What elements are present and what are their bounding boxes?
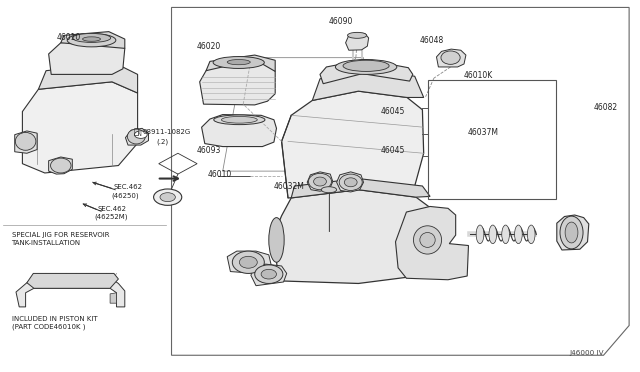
Ellipse shape xyxy=(348,32,367,38)
Text: (46252M): (46252M) xyxy=(95,214,128,221)
Polygon shape xyxy=(202,115,276,147)
Polygon shape xyxy=(346,33,369,50)
Polygon shape xyxy=(337,172,364,192)
Polygon shape xyxy=(227,251,272,274)
Polygon shape xyxy=(22,82,138,173)
Polygon shape xyxy=(49,157,72,174)
Ellipse shape xyxy=(67,33,116,47)
Ellipse shape xyxy=(160,193,175,202)
Text: 46048: 46048 xyxy=(419,36,444,45)
Polygon shape xyxy=(200,60,275,105)
Text: 08911-1082G: 08911-1082G xyxy=(142,129,190,135)
Text: SEC.462: SEC.462 xyxy=(98,206,127,212)
Polygon shape xyxy=(557,215,589,250)
Polygon shape xyxy=(291,179,430,198)
Ellipse shape xyxy=(527,225,535,244)
Ellipse shape xyxy=(339,174,362,190)
Polygon shape xyxy=(320,60,413,84)
Text: SPECIAL JIG FOR RESERVOIR: SPECIAL JIG FOR RESERVOIR xyxy=(12,232,109,238)
Ellipse shape xyxy=(51,158,71,173)
Text: 46045: 46045 xyxy=(381,107,405,116)
Polygon shape xyxy=(436,49,466,67)
Ellipse shape xyxy=(560,216,583,249)
Polygon shape xyxy=(206,55,275,71)
Ellipse shape xyxy=(83,37,100,41)
Ellipse shape xyxy=(515,225,522,244)
Polygon shape xyxy=(282,91,424,198)
Ellipse shape xyxy=(420,232,435,247)
Bar xyxy=(428,80,556,199)
Ellipse shape xyxy=(489,225,497,244)
Ellipse shape xyxy=(227,60,250,65)
Text: 46082: 46082 xyxy=(594,103,618,112)
Polygon shape xyxy=(396,206,468,280)
Ellipse shape xyxy=(127,129,145,144)
Polygon shape xyxy=(61,32,125,48)
Text: J46000 IV: J46000 IV xyxy=(570,350,604,356)
Ellipse shape xyxy=(213,57,264,68)
Polygon shape xyxy=(125,128,148,145)
Text: Ⓝ: Ⓝ xyxy=(134,127,139,136)
Polygon shape xyxy=(38,63,138,93)
Text: (46250): (46250) xyxy=(111,192,139,199)
Text: SEC.462: SEC.462 xyxy=(114,184,143,190)
Text: (.2): (.2) xyxy=(156,138,168,145)
Ellipse shape xyxy=(72,33,111,42)
Ellipse shape xyxy=(344,178,357,187)
Ellipse shape xyxy=(343,60,389,71)
Text: 46037M: 46037M xyxy=(467,128,498,137)
Ellipse shape xyxy=(314,177,326,186)
Ellipse shape xyxy=(321,187,337,193)
Polygon shape xyxy=(110,293,116,303)
Text: 46090: 46090 xyxy=(328,17,353,26)
Ellipse shape xyxy=(335,60,397,74)
Text: 46032M: 46032M xyxy=(274,182,305,191)
Text: 46010: 46010 xyxy=(56,33,81,42)
Text: TANK-INSTALLATION: TANK-INSTALLATION xyxy=(12,240,81,246)
Text: 46010: 46010 xyxy=(208,170,232,179)
Ellipse shape xyxy=(134,131,147,138)
Ellipse shape xyxy=(154,189,182,205)
Ellipse shape xyxy=(214,115,265,125)
Text: (PART CODE46010K ): (PART CODE46010K ) xyxy=(12,323,85,330)
Polygon shape xyxy=(312,67,424,100)
Ellipse shape xyxy=(239,256,257,268)
Ellipse shape xyxy=(502,225,509,244)
Text: 46010K: 46010K xyxy=(464,71,493,80)
Ellipse shape xyxy=(261,269,276,279)
Ellipse shape xyxy=(476,225,484,244)
Ellipse shape xyxy=(232,251,264,273)
Polygon shape xyxy=(27,273,118,288)
Ellipse shape xyxy=(441,51,460,64)
Polygon shape xyxy=(49,39,125,74)
Ellipse shape xyxy=(308,173,332,190)
Polygon shape xyxy=(307,172,333,191)
Ellipse shape xyxy=(255,265,283,283)
Polygon shape xyxy=(172,7,629,355)
Ellipse shape xyxy=(413,226,442,254)
Polygon shape xyxy=(15,131,37,153)
Text: 46020: 46020 xyxy=(197,42,221,51)
Text: N: N xyxy=(137,132,141,137)
Ellipse shape xyxy=(15,132,36,150)
Polygon shape xyxy=(16,279,125,307)
Polygon shape xyxy=(274,190,432,283)
Text: 46045: 46045 xyxy=(381,146,405,155)
Polygon shape xyxy=(251,264,287,286)
Ellipse shape xyxy=(269,218,284,262)
Ellipse shape xyxy=(565,222,578,243)
Text: 46093: 46093 xyxy=(197,146,221,155)
Text: INCLUDED IN PISTON KIT: INCLUDED IN PISTON KIT xyxy=(12,316,97,322)
Ellipse shape xyxy=(221,116,257,123)
